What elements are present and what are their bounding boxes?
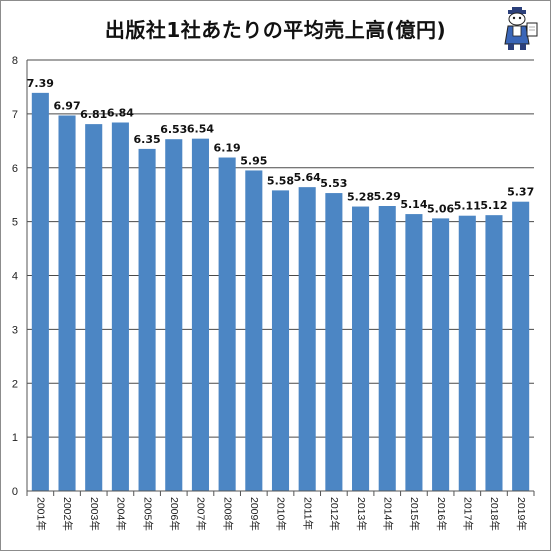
- y-tick-label: 4: [12, 271, 18, 283]
- x-tick-label: 2016年: [435, 497, 448, 531]
- bar: [31, 92, 49, 492]
- axes: [26, 60, 535, 496]
- y-tick-label: 7: [12, 109, 18, 121]
- bar: [405, 214, 423, 491]
- data-label: 6.53: [160, 123, 187, 136]
- x-tick-label: 2002年: [61, 497, 74, 531]
- bar: [298, 187, 316, 491]
- data-label: 6.97: [53, 99, 80, 112]
- bar: [138, 148, 156, 492]
- bar: [325, 193, 343, 492]
- data-label: 5.11: [454, 200, 481, 213]
- bar: [512, 201, 530, 491]
- x-tick-label: 2001年: [35, 497, 48, 531]
- bar: [58, 115, 76, 492]
- data-label: 5.64: [294, 171, 321, 184]
- y-tick-label: 3: [12, 324, 18, 336]
- x-tick-label: 2003年: [88, 497, 101, 531]
- bar: [378, 206, 396, 491]
- bar: [485, 215, 503, 491]
- x-tick-label: 2004年: [115, 497, 128, 531]
- bar: [111, 122, 129, 492]
- bar: [271, 190, 290, 491]
- x-tick-label: 2006年: [168, 497, 181, 531]
- data-label: 5.06: [427, 202, 454, 215]
- data-label: 6.35: [134, 133, 161, 146]
- data-label: 6.84: [107, 106, 134, 119]
- y-tick-label: 5: [12, 217, 18, 229]
- data-label: 5.12: [480, 199, 507, 212]
- data-label: 7.39: [27, 77, 54, 90]
- data-label: 5.28: [347, 191, 374, 204]
- data-label: 6.19: [214, 142, 241, 155]
- bar: [432, 218, 450, 491]
- x-tick-label: 2012年: [328, 497, 341, 531]
- data-labels: 7.39 6.976.81 6.84 6.356.53 6.546.195.955.58…: [27, 77, 534, 216]
- data-label: 6.81: [80, 108, 107, 121]
- x-tick-label: 2009年: [248, 497, 261, 531]
- bar: [352, 206, 370, 492]
- data-label: 5.29: [374, 190, 401, 203]
- y-tick-label: 2: [12, 378, 18, 390]
- x-tick-label: 2014年: [381, 497, 394, 531]
- x-tick-label: 2005年: [141, 497, 154, 531]
- data-label: 5.53: [320, 177, 347, 190]
- bar: [191, 138, 209, 491]
- x-tick-label: 2007年: [195, 497, 208, 531]
- x-tick-label: 2018年: [488, 497, 501, 531]
- bar: [165, 139, 183, 492]
- x-tick-label: 2015年: [408, 497, 421, 531]
- chart-title: 出版社1社あたりの平均売上高(億円): [104, 18, 447, 42]
- data-label: 5.14: [400, 198, 427, 211]
- x-tick-label: 2019年: [515, 497, 528, 531]
- cartoon-reporter-mascot-icon: [504, 7, 538, 50]
- x-tick-label: 2010年: [275, 497, 288, 531]
- x-tick-label: 2011年: [301, 497, 314, 530]
- x-tick-label: 2008年: [221, 497, 234, 531]
- x-tick-label: 2013年: [355, 497, 368, 531]
- data-label: 5.95: [240, 154, 267, 167]
- bar: [245, 170, 263, 491]
- data-label: 5.58: [267, 174, 294, 187]
- x-tick-label: 2017年: [462, 497, 475, 531]
- bar: [458, 215, 476, 492]
- bar: [218, 157, 236, 492]
- bar: [85, 124, 103, 491]
- y-tick-label: 8: [12, 55, 18, 67]
- y-tick-label: 6: [12, 163, 18, 175]
- y-tick-label: 1: [12, 432, 18, 444]
- data-label: 6.54: [187, 123, 214, 136]
- y-tick-label: 0: [12, 486, 18, 498]
- x-tick-labels: 2001年 2002年 2003年 2004年 2005年 2006年 2007年 2008年…: [35, 497, 528, 531]
- y-tick-labels: 0 1 2 3 4 5 6 7 8: [12, 55, 18, 498]
- data-label: 5.37: [507, 186, 534, 199]
- bars: [31, 92, 530, 492]
